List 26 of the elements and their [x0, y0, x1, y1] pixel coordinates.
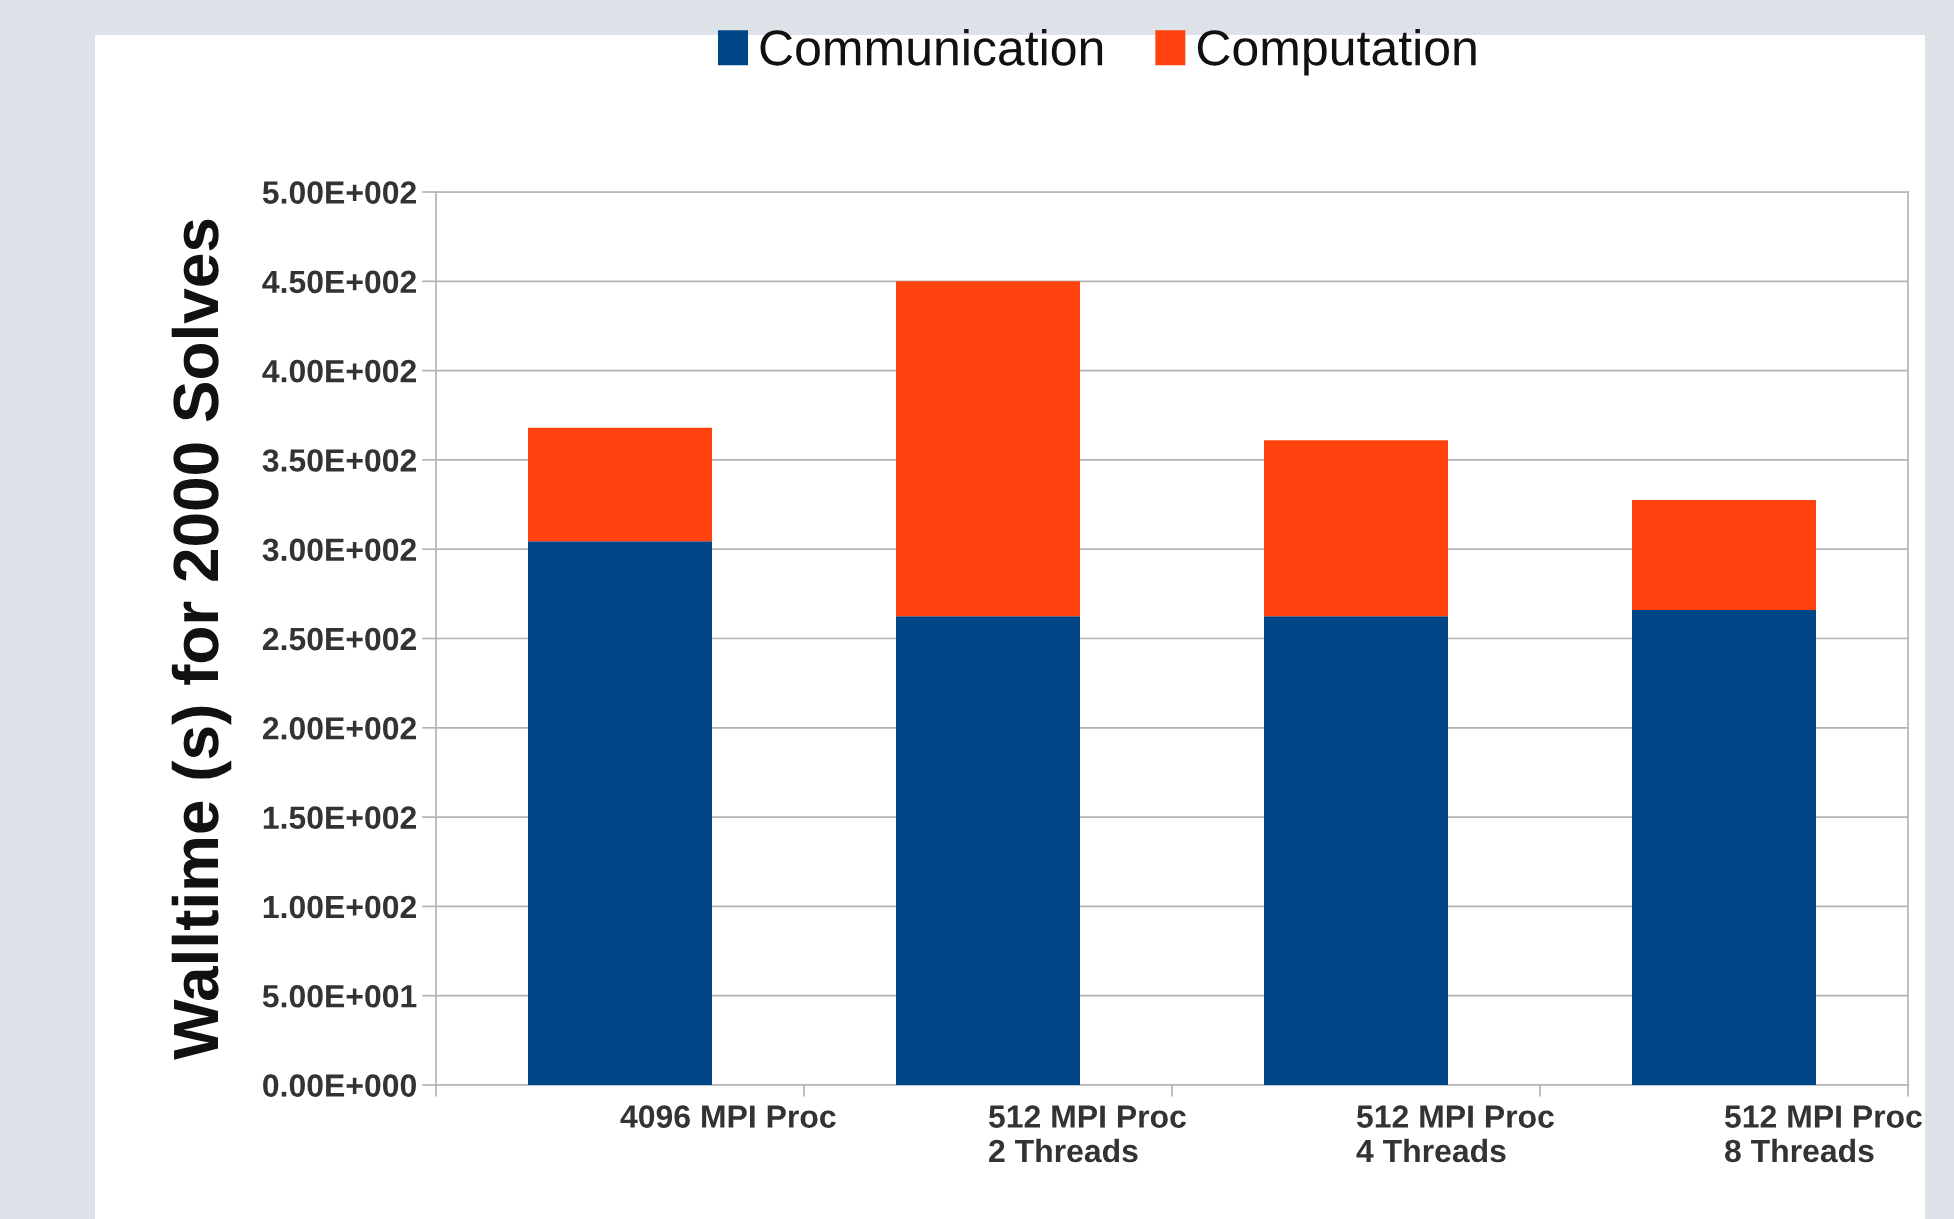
bar: [896, 281, 1080, 617]
bar: [1632, 500, 1816, 610]
y-tick-label: 5.00E+001: [262, 984, 417, 1008]
y-tick-label: 4.50E+002: [262, 270, 416, 294]
y-tick-label: 4.00E+002: [262, 359, 416, 383]
y-tick-label: 3.00E+002: [262, 538, 416, 562]
legend-label: Communication: [760, 28, 1103, 66]
legend-label: Computation: [1197, 28, 1476, 76]
x-tick-label: 512 MPI Proc 8 Threads: [1724, 1105, 1922, 1163]
y-tick-label: 2.00E+002: [262, 717, 416, 740]
y-tick-label: 0.00E+000: [263, 1074, 416, 1097]
y-tick-label: 5.00E+002: [262, 181, 416, 204]
x-tick-label: 512 MPI Proc 4 Threads: [1356, 1105, 1554, 1163]
y-tick-label: 1.00E+002: [263, 895, 416, 919]
y-tick-label: 1.50E+002: [263, 806, 416, 829]
x-tick-label: 4096 MPI Proc: [620, 1105, 836, 1128]
bar: [528, 541, 712, 1085]
bar: [1632, 609, 1816, 1085]
y-tick-label: 3.50E+002: [262, 449, 416, 472]
bar: [896, 616, 1080, 1085]
bar: [1264, 440, 1448, 617]
y-axis-title: Walltime (s) for 2000 Solves: [171, 219, 232, 1060]
y-tick-label: 2.50E+002: [262, 627, 416, 651]
bar: [528, 427, 712, 542]
bar: [1264, 616, 1448, 1085]
x-tick-label: 512 MPI Proc 2 Threads: [988, 1105, 1186, 1163]
